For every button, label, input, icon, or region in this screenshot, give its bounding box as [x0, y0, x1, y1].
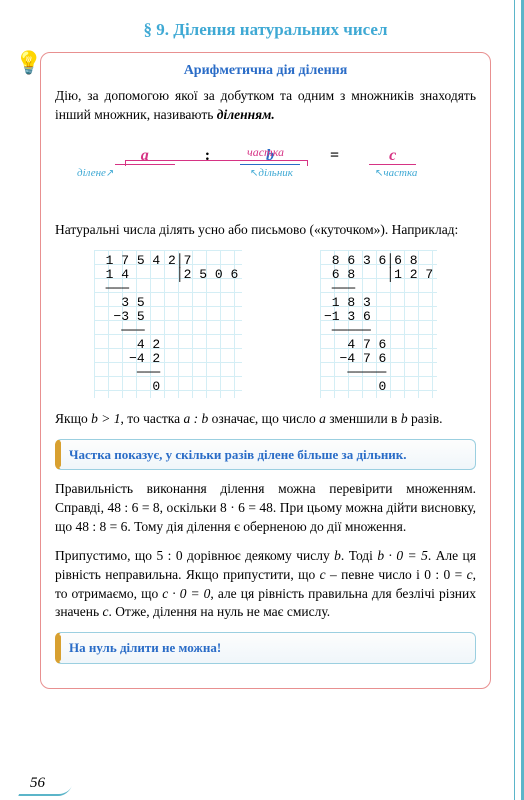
callout-2-text: На нуль ділити не можна! [69, 639, 465, 657]
page-number: 56 [30, 775, 45, 792]
division-equation: частка a : b = c ділене↗ ↖дільник ↖частк… [55, 147, 476, 207]
label-quotient: ↖частка [375, 167, 417, 179]
paragraph-3: Якщо b > 1, то частка a : b означає, що … [55, 410, 476, 429]
long-division-row: 1 7 5 4 2│7 1 4 │2 5 0 6 ─── 3 5 −3 5 ──… [55, 250, 476, 398]
eq-bracket-label: частка [247, 145, 284, 160]
long-division-2: 8 6 3 6│6 8 6 8 │1 2 7 ─── 1 8 3 −1 3 6 … [320, 250, 437, 398]
callout-quotient-meaning: Частка показує, у скільки разів ділене б… [55, 439, 476, 471]
eq-quotient: c [369, 147, 416, 165]
lightbulb-icon: 💡 [15, 50, 42, 76]
content-frame: Арифметична дія ділення Дію, за допомого… [40, 52, 491, 689]
callout-zero-division: На нуль ділити не можна! [55, 632, 476, 664]
intro-term: діленням. [217, 107, 275, 122]
long-division-1: 1 7 5 4 2│7 1 4 │2 5 0 6 ─── 3 5 −3 5 ──… [94, 250, 242, 398]
textbook-page: § 9. Ділення натуральних чисел 💡 Арифмет… [0, 0, 524, 800]
intro-paragraph: Дію, за допомогою якої за добутком та од… [55, 87, 476, 125]
paragraph-2: Натуральні числа ділять усно або письмов… [55, 221, 476, 240]
label-divisor: ↖дільник [250, 167, 293, 179]
section-heading: § 9. Ділення натуральних чисел [40, 20, 491, 40]
eq-equals: = [330, 147, 339, 164]
paragraph-5: Припустимо, що 5 : 0 дорівнює деякому чи… [55, 547, 476, 623]
callout-1-text: Частка показує, у скільки разів ділене б… [69, 446, 465, 464]
eq-bracket-line [125, 160, 308, 166]
subsection-heading: Арифметична дія ділення [55, 63, 476, 79]
page-number-underline [18, 786, 72, 796]
label-dividend: ділене↗ [77, 167, 114, 179]
paragraph-4: Правильність виконання ділення можна пер… [55, 480, 476, 537]
